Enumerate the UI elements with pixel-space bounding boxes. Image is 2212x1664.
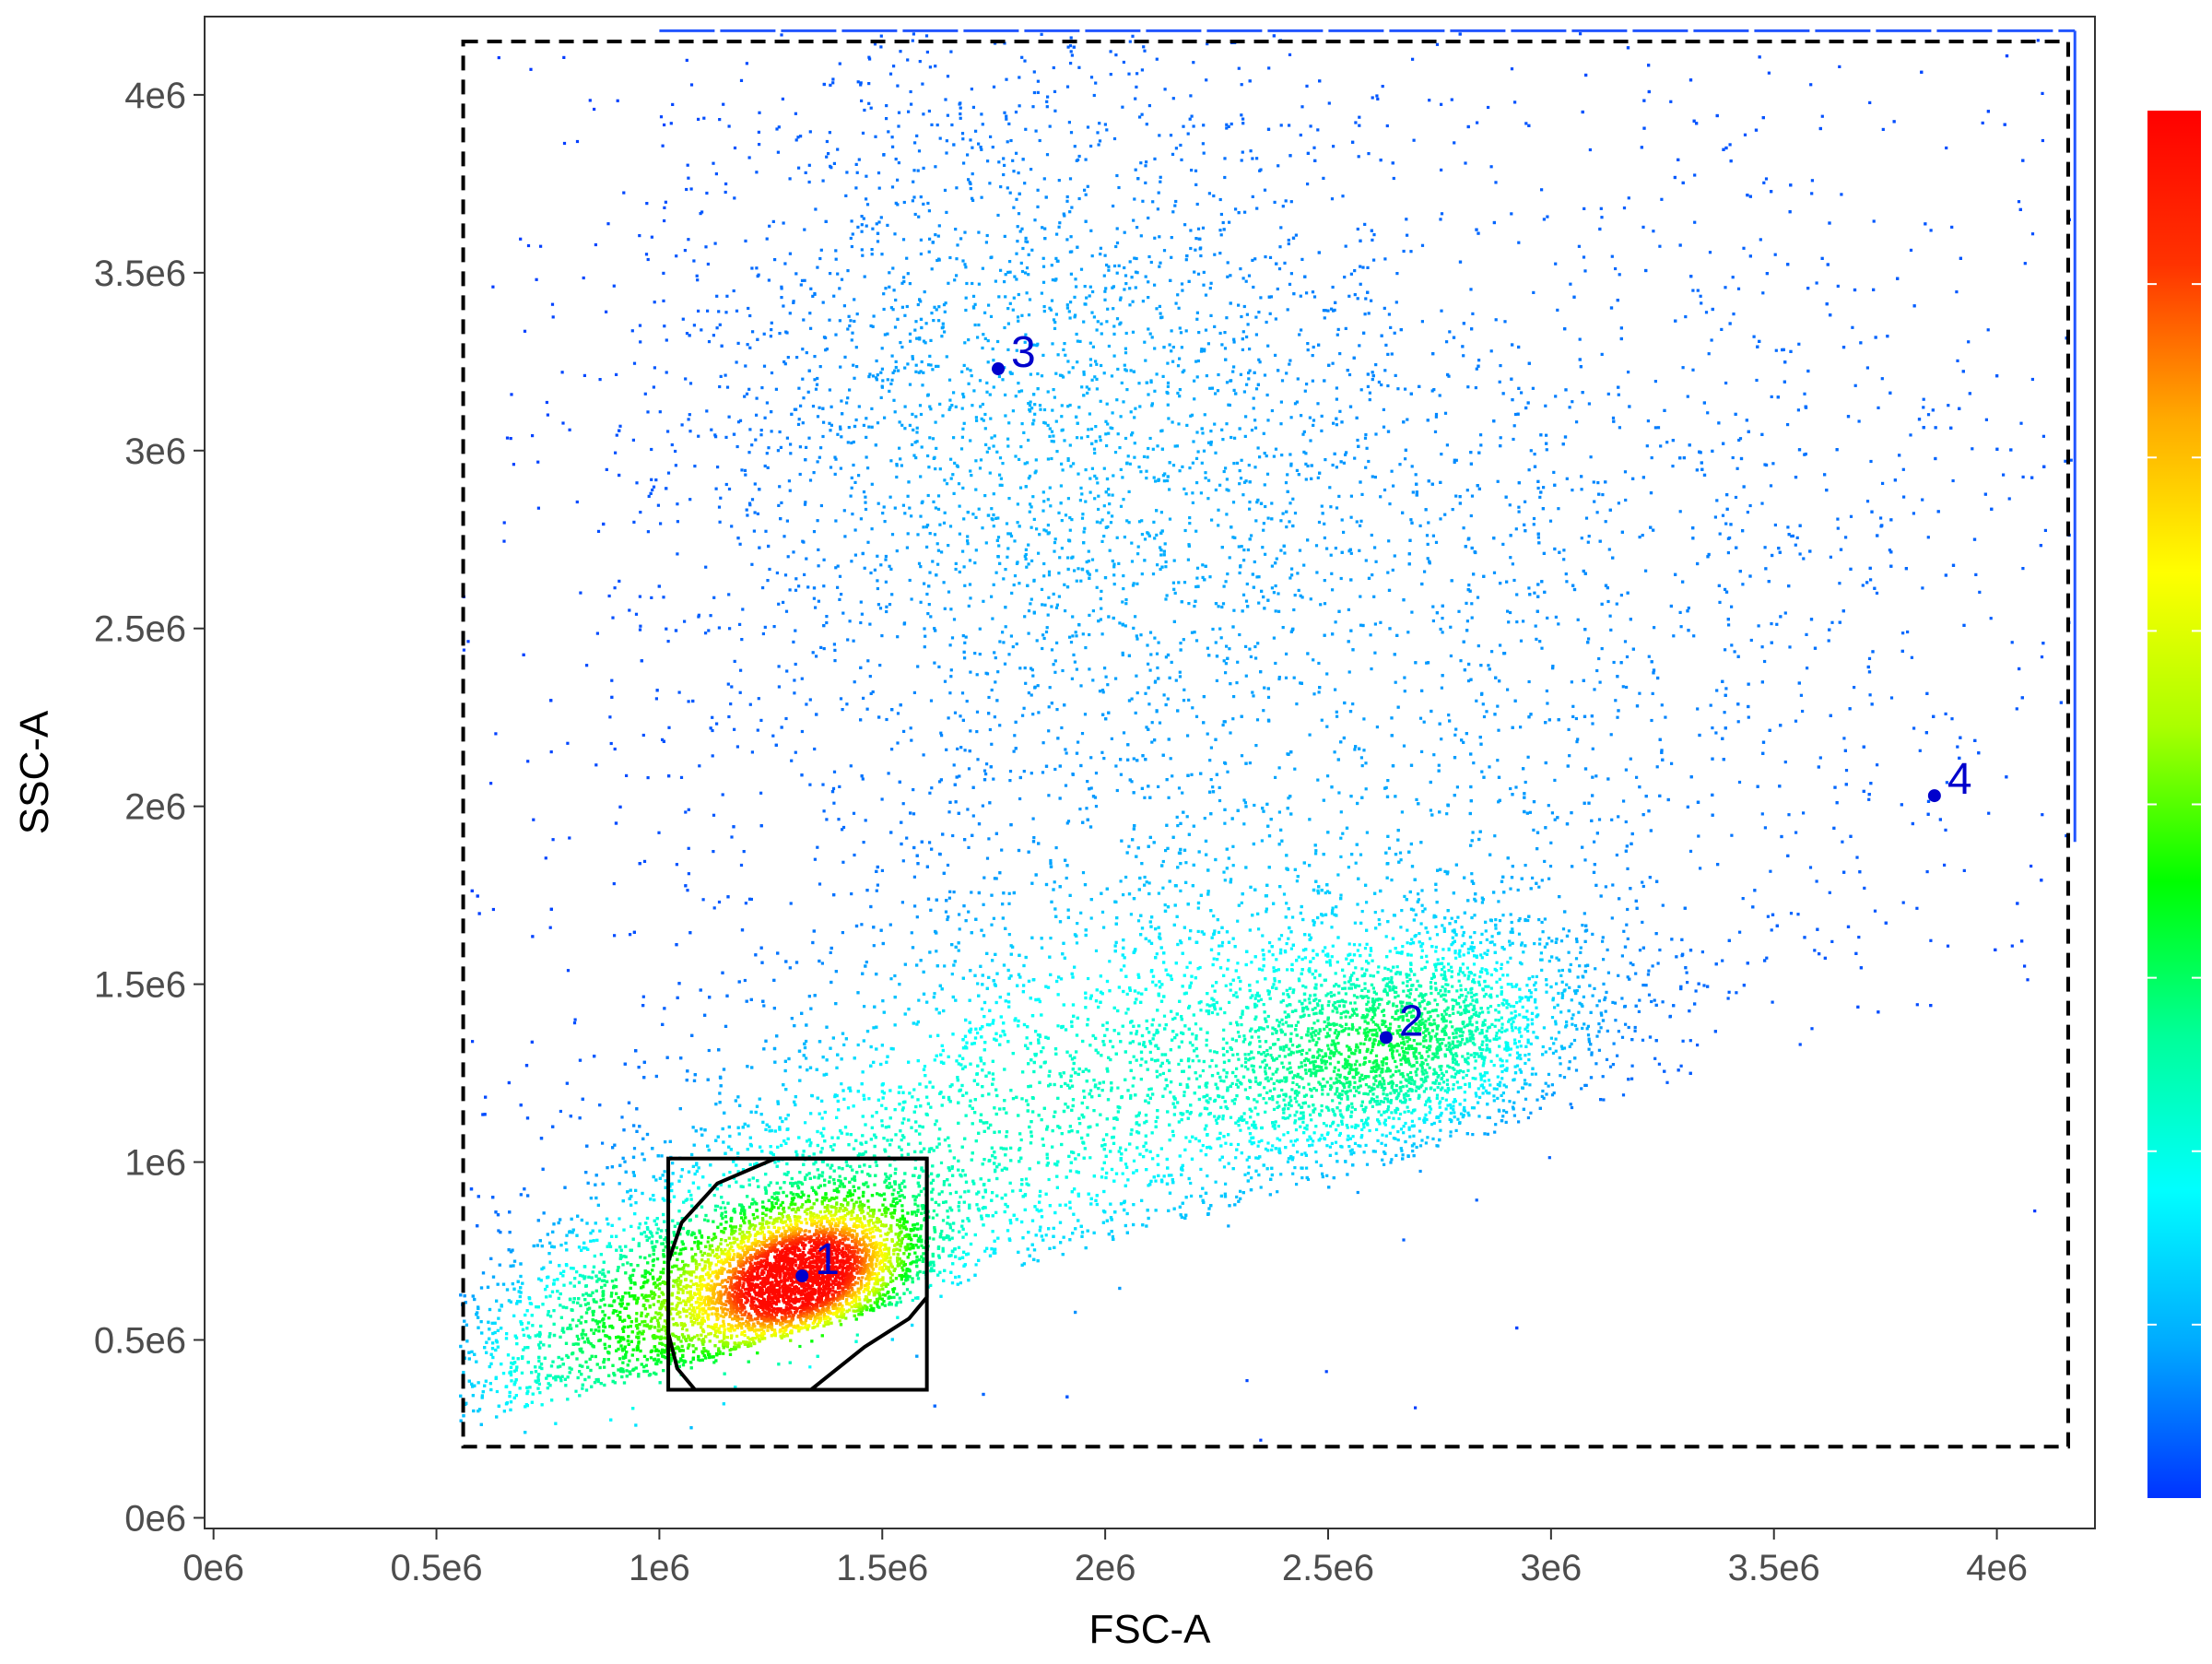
y-tick-label: 0.5e6	[94, 1320, 186, 1361]
x-tick-label: 1e6	[629, 1548, 690, 1588]
y-tick-label: 1.5e6	[94, 965, 186, 1006]
cluster-label: 3	[1011, 328, 1036, 377]
cluster-label: 4	[1947, 755, 1972, 804]
y-axis-label: SSC-A	[12, 710, 57, 834]
y-axis: 0e6 0.5e6 1e6 1.5e6 2e6 2.5e6 3e6 3.5e6 4e6	[94, 76, 205, 1540]
y-tick-label: 2.5e6	[94, 609, 186, 650]
cluster-label: 1	[815, 1235, 840, 1284]
y-tick-label: 4e6	[124, 76, 186, 116]
x-tick-label: 2e6	[1075, 1548, 1136, 1588]
x-tick-label: 0e6	[182, 1548, 244, 1588]
x-tick-label: 2.5e6	[1282, 1548, 1374, 1588]
y-tick-label: 2e6	[124, 787, 186, 828]
y-tick-label: 3.5e6	[94, 254, 186, 294]
y-tick-label: 3e6	[124, 431, 186, 472]
cluster-label: 2	[1399, 997, 1424, 1045]
cluster-point	[1380, 1031, 1393, 1044]
colorbar	[2147, 111, 2201, 1498]
cluster-point	[1928, 789, 1941, 802]
x-tick-label: 4e6	[1966, 1548, 2028, 1588]
x-tick-label: 3e6	[1520, 1548, 1582, 1588]
x-tick-label: 3.5e6	[1728, 1548, 1820, 1588]
y-tick-label: 1e6	[124, 1143, 186, 1184]
cluster-point	[992, 362, 1005, 375]
plot-background	[205, 17, 2095, 1528]
x-tick-label: 1.5e6	[836, 1548, 928, 1588]
x-tick-label: 0.5e6	[390, 1548, 482, 1588]
x-axis: 0e6 0.5e6 1e6 1.5e6 2e6 2.5e6 3e6 3.5e6 4e6	[182, 1528, 2028, 1588]
y-tick-label: 0e6	[124, 1498, 186, 1539]
x-axis-label: FSC-A	[1089, 1607, 1212, 1652]
cluster-point	[795, 1269, 808, 1282]
